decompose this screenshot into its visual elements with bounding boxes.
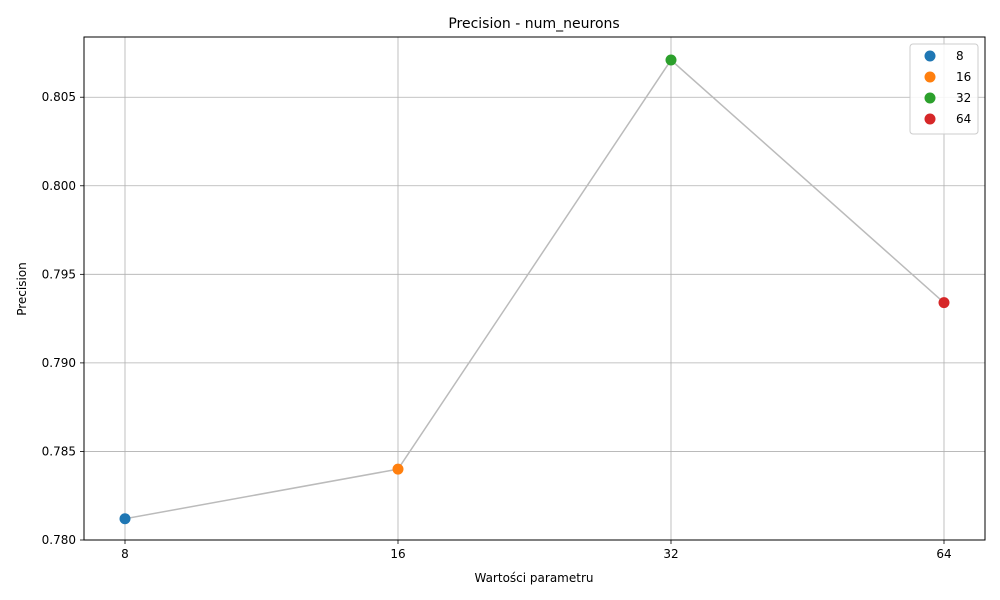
legend-marker-8 — [924, 50, 936, 62]
x-tick-label: 64 — [936, 547, 951, 561]
x-tick-label: 32 — [663, 547, 678, 561]
x-tick-label: 8 — [121, 547, 129, 561]
grid — [84, 37, 985, 541]
legend-label: 64 — [956, 112, 971, 126]
x-tick-label: 16 — [390, 547, 405, 561]
legend: 8 16 32 64 — [909, 43, 979, 135]
y-tick-label: 0.780 — [42, 533, 76, 547]
y-axis-label: Precision — [15, 262, 29, 316]
x-ticks: 8 16 32 64 — [121, 540, 952, 561]
y-tick-label: 0.795 — [42, 267, 76, 281]
legend-label: 8 — [956, 49, 964, 63]
x-axis-label: Wartości parametru — [474, 571, 593, 585]
y-tick-label: 0.790 — [42, 356, 76, 370]
legend-label: 16 — [956, 70, 971, 84]
y-tick-label: 0.800 — [42, 179, 76, 193]
y-tick-label: 0.805 — [42, 90, 76, 104]
data-point-8 — [119, 513, 131, 525]
y-ticks: 0.780 0.785 0.790 0.795 0.800 0.805 — [42, 90, 84, 547]
data-point-32 — [665, 54, 677, 66]
legend-label: 32 — [956, 91, 971, 105]
legend-marker-16 — [924, 71, 936, 83]
data-points — [119, 54, 950, 525]
chart-title: Precision - num_neurons — [448, 16, 619, 32]
series-polyline — [124, 58, 945, 520]
legend-marker-32 — [924, 92, 936, 104]
legend-marker-64 — [924, 113, 936, 125]
y-tick-label: 0.785 — [42, 444, 76, 458]
plot-frame — [83, 36, 986, 541]
plot-border — [83, 36, 986, 541]
series-line — [124, 58, 945, 520]
legend-box — [909, 43, 979, 135]
data-point-16 — [392, 463, 404, 475]
data-point-64 — [938, 297, 950, 309]
